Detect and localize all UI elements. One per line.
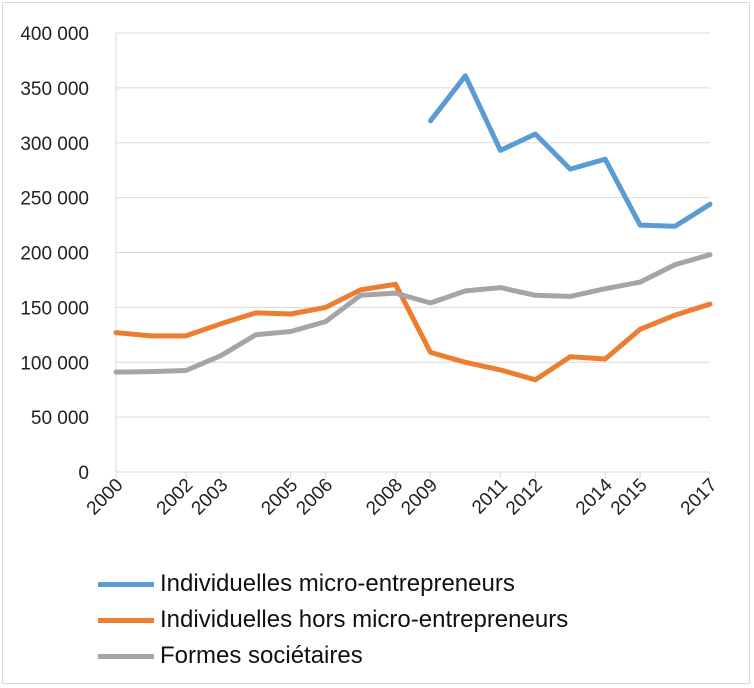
series-line-0 [428, 73, 713, 229]
y-tick-label: 400 000 [20, 24, 89, 45]
y-tick-label: 300 000 [20, 134, 89, 155]
y-tick-label: 50 000 [31, 408, 89, 429]
y-tick-label: 0 [78, 463, 89, 484]
legend-label: Individuelles micro-entrepreneurs [160, 570, 515, 597]
legend-label: Individuelles hors micro-entrepreneurs [160, 606, 569, 633]
legend-item-hors-micro-entrepreneurs: Individuelles hors micro-entrepreneurs [98, 602, 568, 638]
x-tick-label: 2006 [292, 475, 337, 520]
x-tick-label: 2011 [468, 475, 512, 519]
legend-swatch [98, 653, 154, 659]
series-line-1 [113, 281, 713, 383]
x-tick-label: 2003 [188, 475, 233, 520]
legend: Individuelles micro-entrepreneurs Indivi… [98, 566, 568, 674]
y-tick-label: 150 000 [20, 298, 89, 319]
series-lines [113, 73, 713, 383]
y-tick-label: 200 000 [20, 244, 89, 265]
x-tick-label: 2008 [362, 475, 407, 520]
axes [115, 33, 711, 478]
x-tick-label: 2014 [572, 474, 617, 519]
gridlines [116, 32, 710, 418]
y-tick-label: 100 000 [20, 353, 89, 374]
y-tick-label: 250 000 [20, 189, 89, 210]
x-tick-label: 2012 [502, 475, 547, 520]
legend-label: Formes sociétaires [160, 642, 363, 669]
x-tick-label: 2009 [397, 475, 442, 520]
legend-swatch [98, 581, 154, 587]
series-line-2 [113, 252, 713, 375]
x-tick-label: 2017 [677, 475, 722, 520]
line-chart: 0 50 000 100 000 150 000 200 000 250 000 300 0… [20, 24, 722, 519]
y-tick-labels: 0 50 000 100 000 150 000 200 000 250 000 300 0… [20, 24, 89, 484]
x-tick-label: 2015 [607, 475, 652, 520]
y-tick-label: 350 000 [20, 79, 89, 100]
x-tick-label: 2000 [83, 475, 128, 520]
x-tick-label: 2002 [153, 475, 198, 520]
x-tick-label: 2005 [257, 475, 302, 520]
legend-item-formes-societaires: Formes sociétaires [98, 638, 568, 674]
legend-swatch [98, 617, 154, 623]
legend-item-micro-entrepreneurs: Individuelles micro-entrepreneurs [98, 566, 568, 602]
